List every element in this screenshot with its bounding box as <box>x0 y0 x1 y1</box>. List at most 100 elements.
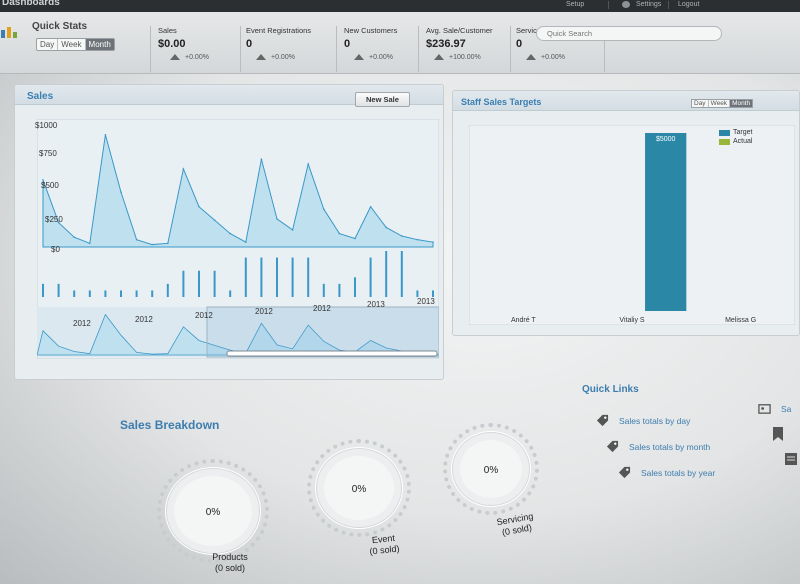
id-card-icon <box>758 404 771 414</box>
y-tick-label: $0 <box>51 245 60 254</box>
period-month-button[interactable]: Month <box>730 100 753 107</box>
gear-icon[interactable] <box>622 1 630 8</box>
sales-point <box>167 242 169 245</box>
volume-bar <box>432 290 434 297</box>
sales-panel-title: Sales <box>27 91 54 102</box>
chart-background <box>469 125 795 325</box>
servicing-gauge: 0% <box>443 423 539 515</box>
sales-point <box>120 191 122 193</box>
event-gauge: 0% <box>307 439 411 537</box>
sales-breakdown-title: Sales Breakdown <box>120 418 220 432</box>
volume-bar <box>73 290 76 297</box>
sales-point <box>291 229 294 231</box>
period-day-button[interactable]: Day <box>692 100 709 107</box>
stat-label: Event Registrations <box>246 26 312 35</box>
sales-point <box>151 243 153 246</box>
period-week-button[interactable]: Week <box>709 100 731 107</box>
x-tick-label: 2013 <box>367 300 385 309</box>
stat-divider <box>150 26 151 72</box>
price-tag-icon <box>596 414 609 427</box>
volume-bar <box>42 283 44 297</box>
nav-link-settings[interactable]: Settings <box>636 1 662 8</box>
target-bar <box>645 133 687 311</box>
gauge-ticks <box>157 459 269 563</box>
sales-panel: Sales New Sale $1000 $750 $500 $250 $0 2… <box>14 84 444 380</box>
bookmark-icon[interactable] <box>772 426 784 442</box>
volume-bar <box>307 257 310 297</box>
stat-delta-value: +0.00% <box>369 54 393 61</box>
gauge-value: 0% <box>483 465 499 477</box>
app-title: Dashboards <box>2 0 60 8</box>
volume-bar <box>57 283 60 297</box>
stat-delta-value: +100.00% <box>449 54 481 61</box>
sales-point <box>182 168 185 170</box>
sales-point <box>42 179 44 181</box>
quick-link-label: Sales totals by day <box>619 415 691 426</box>
target-swatch <box>719 129 730 136</box>
stat-divider <box>510 26 511 72</box>
triangle-up-icon <box>354 54 364 60</box>
stat-delta-value: +0.00% <box>271 54 295 61</box>
x-tick-label: 2012 <box>195 311 213 320</box>
stat-delta: +0.00% <box>170 54 209 61</box>
sales-point <box>276 218 278 220</box>
sales-point <box>338 232 341 235</box>
gauge-label: Products <box>212 552 248 562</box>
sales-point <box>307 163 310 165</box>
volume-bar <box>166 283 169 297</box>
stat-divider <box>240 26 241 72</box>
triangle-up-icon <box>170 54 180 60</box>
sales-point <box>385 226 388 229</box>
sales-point <box>89 242 91 245</box>
legend-target: Target <box>719 129 752 136</box>
quick-link-sales-by-year[interactable]: Sales totals by year <box>618 466 715 479</box>
x-tick-label: 2012 <box>255 307 273 316</box>
quick-link-partial[interactable]: Sa <box>758 402 791 415</box>
staff-targets-chart[interactable]: André T $5000 Vitaliy S Melissa G <box>469 125 795 325</box>
products-gauge-label: Products (0 sold) <box>190 552 270 574</box>
quick-search-input[interactable] <box>536 26 722 41</box>
new-sale-button[interactable]: New Sale <box>355 92 410 107</box>
volume-bar <box>369 257 372 297</box>
quick-link-label: Sales totals by year <box>641 467 716 478</box>
quick-link-label: Sales totals by month <box>629 441 711 452</box>
stat-delta-value: +0.00% <box>185 54 209 61</box>
quick-stats-bar: Quick Stats Day Week Month Sales $0.00 +… <box>0 12 800 74</box>
stat-value: $0.00 <box>158 38 186 50</box>
staff-sales-targets-panel: Staff Sales Targets Day Week Month André… <box>452 90 800 336</box>
quick-link-sales-by-month[interactable]: Sales totals by month <box>606 440 710 453</box>
document-icon[interactable] <box>784 452 798 466</box>
gauge-ticks <box>443 423 539 515</box>
volume-bar <box>135 290 138 297</box>
y-tick-label: $750 <box>39 149 57 158</box>
volume-bar <box>182 270 185 297</box>
stat-label: New Customers <box>344 26 398 35</box>
period-day-button[interactable]: Day <box>37 39 59 50</box>
volume-bar <box>120 290 122 297</box>
period-week-button[interactable]: Week <box>58 39 86 50</box>
volume-bar <box>198 270 200 297</box>
volume-bar <box>151 290 154 297</box>
stat-sales: Sales $0.00 +0.00% <box>158 26 209 61</box>
stat-label: Sales <box>158 26 177 35</box>
nav-link-logout[interactable]: Logout <box>678 1 700 8</box>
volume-bar <box>276 257 278 297</box>
stat-divider <box>336 26 337 72</box>
x-tick-label: 2012 <box>73 319 91 328</box>
sales-chart[interactable] <box>37 119 439 359</box>
nav-link-setup[interactable]: Setup <box>566 1 585 8</box>
x-category-label: Melissa G <box>725 317 756 324</box>
triangle-up-icon <box>256 54 266 60</box>
stat-value: 0 <box>246 38 253 50</box>
y-tick-label: $500 <box>41 181 59 190</box>
period-month-button[interactable]: Month <box>85 39 114 50</box>
sales-point <box>135 238 138 241</box>
stat-label: Avg. Sale/Customer <box>426 26 493 35</box>
quick-link-sales-by-day[interactable]: Sales totals by day <box>596 414 690 427</box>
price-tag-icon <box>606 440 619 453</box>
navigator-selection <box>206 306 439 358</box>
volume-bar <box>400 251 403 297</box>
volume-bar <box>244 257 247 297</box>
quick-stats-period-toggle: Day Week Month <box>36 38 115 51</box>
